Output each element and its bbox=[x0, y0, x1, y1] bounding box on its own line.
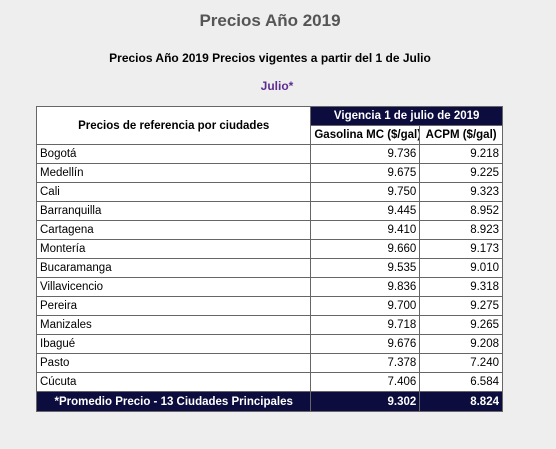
table-row: Cúcuta 7.406 6.584 bbox=[35, 372, 503, 392]
gasoline-price-cell: 9.676 bbox=[310, 334, 421, 354]
acpm-price-cell: 8.952 bbox=[419, 201, 503, 221]
table-row: Villavicencio 9.836 9.318 bbox=[35, 277, 503, 297]
table-row: Manizales 9.718 9.265 bbox=[35, 315, 503, 335]
city-cell: Manizales bbox=[35, 315, 312, 335]
acpm-price-cell: 9.265 bbox=[419, 315, 503, 335]
city-cell: Bucaramanga bbox=[35, 258, 312, 278]
fuel-price-table: Precios de referencia por ciudades Vigen… bbox=[35, 106, 503, 412]
table-row: Barranquilla 9.445 8.952 bbox=[35, 201, 503, 221]
acpm-price-cell: 8.923 bbox=[419, 220, 503, 240]
page-title: Precios Año 2019 bbox=[199, 11, 341, 30]
table-row: Bogotá 9.736 9.218 bbox=[35, 144, 503, 164]
acpm-price-cell: 9.318 bbox=[419, 277, 503, 297]
page-subtitle: Precios Año 2019 Precios vigentes a part… bbox=[109, 51, 431, 65]
vigencia-header: Vigencia 1 de julio de 2019 bbox=[310, 106, 503, 126]
city-cell: Pasto bbox=[35, 353, 312, 373]
acpm-price-cell: 7.240 bbox=[419, 353, 503, 373]
gasoline-price-cell: 9.718 bbox=[310, 315, 421, 335]
gasoline-price-cell: 9.410 bbox=[310, 220, 421, 240]
table-row: Cartagena 9.410 8.923 bbox=[35, 220, 503, 240]
gasoline-price-cell: 9.700 bbox=[310, 296, 421, 316]
city-cell: Cali bbox=[35, 182, 312, 202]
acpm-price-cell: 6.584 bbox=[419, 372, 503, 392]
average-row: *Promedio Precio - 13 Ciudades Principal… bbox=[35, 391, 503, 412]
table-row: Cali 9.750 9.323 bbox=[35, 182, 503, 202]
city-cell: Pereira bbox=[35, 296, 312, 316]
gasoline-price-cell: 7.378 bbox=[310, 353, 421, 373]
city-cell: Cúcuta bbox=[35, 372, 312, 392]
acpm-price-cell: 9.275 bbox=[419, 296, 503, 316]
gasoline-price-cell: 7.406 bbox=[310, 372, 421, 392]
city-cell: Cartagena bbox=[35, 220, 312, 240]
gasoline-price-cell: 9.750 bbox=[310, 182, 421, 202]
acpm-price-cell: 9.173 bbox=[419, 239, 503, 259]
city-cell: Villavicencio bbox=[35, 277, 312, 297]
gasoline-price-cell: 9.736 bbox=[310, 144, 421, 164]
reference-prices-header: Precios de referencia por ciudades bbox=[35, 106, 312, 145]
gasoline-price-cell: 9.535 bbox=[310, 258, 421, 278]
acpm-column-header: ACPM ($/gal) bbox=[419, 125, 503, 145]
table-row: Medellín 9.675 9.225 bbox=[35, 163, 503, 183]
table-row: Ibagué 9.676 9.208 bbox=[35, 334, 503, 354]
price-rows: Bogotá 9.736 9.218 Medellín 9.675 9.225 Cali 9.… bbox=[35, 144, 503, 392]
acpm-price-cell: 9.218 bbox=[419, 144, 503, 164]
city-cell: Bogotá bbox=[35, 144, 312, 164]
city-cell: Medellín bbox=[35, 163, 312, 183]
average-label: *Promedio Precio - 13 Ciudades Principal… bbox=[35, 391, 312, 412]
city-cell: Montería bbox=[35, 239, 312, 259]
average-gasoline: 9.302 bbox=[310, 391, 421, 412]
month-link[interactable]: Julio* bbox=[260, 79, 294, 93]
city-cell: Ibagué bbox=[35, 334, 312, 354]
acpm-price-cell: 9.208 bbox=[419, 334, 503, 354]
gasoline-price-cell: 9.836 bbox=[310, 277, 421, 297]
city-cell: Barranquilla bbox=[35, 201, 312, 221]
gasoline-column-header: Gasolina MC ($/gal) bbox=[310, 125, 421, 145]
gasoline-price-cell: 9.445 bbox=[310, 201, 421, 221]
gasoline-price-cell: 9.660 bbox=[310, 239, 421, 259]
table-row: Bucaramanga 9.535 9.010 bbox=[35, 258, 503, 278]
acpm-price-cell: 9.010 bbox=[419, 258, 503, 278]
acpm-price-cell: 9.225 bbox=[419, 163, 503, 183]
table-row: Pasto 7.378 7.240 bbox=[35, 353, 503, 373]
average-acpm: 8.824 bbox=[419, 391, 503, 412]
acpm-price-cell: 9.323 bbox=[419, 182, 503, 202]
gasoline-price-cell: 9.675 bbox=[310, 163, 421, 183]
table-row: Pereira 9.700 9.275 bbox=[35, 296, 503, 316]
table-row: Montería 9.660 9.173 bbox=[35, 239, 503, 259]
